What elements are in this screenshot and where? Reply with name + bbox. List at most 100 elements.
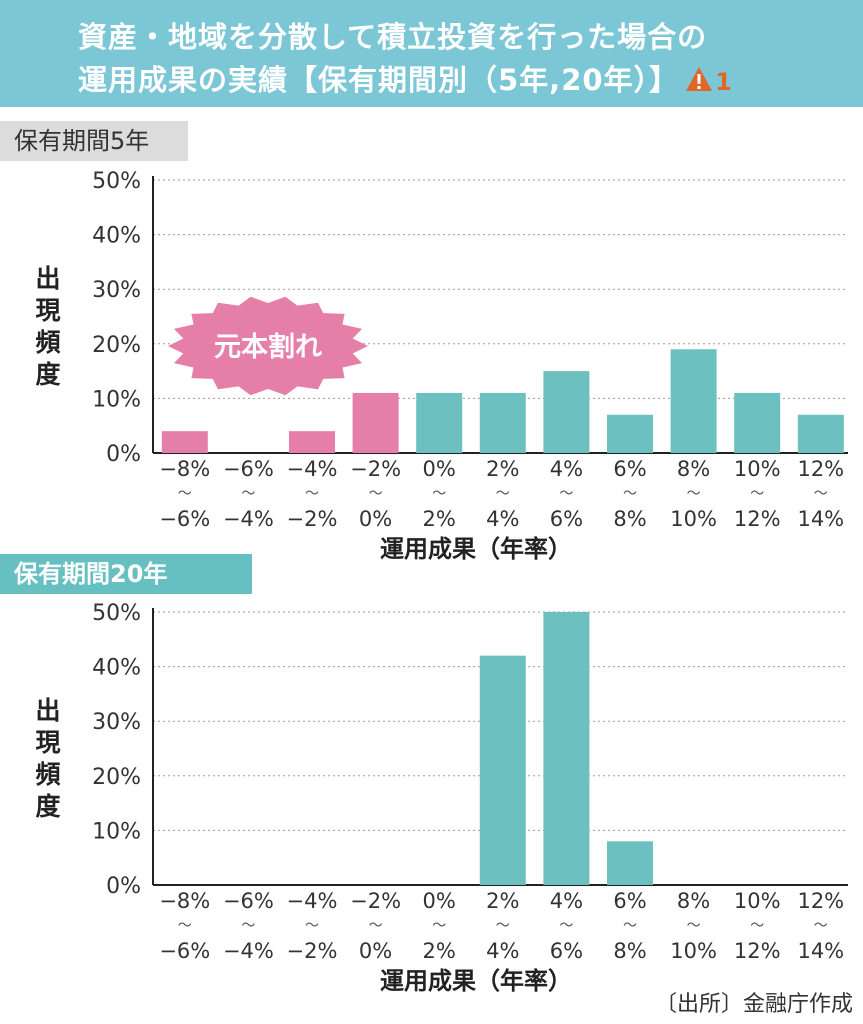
title-line-1: 資産・地域を分散して積立投資を行った場合の	[78, 20, 708, 54]
x-tick-label-top: −2%	[350, 889, 401, 913]
y-axis-label: 出現頻度	[35, 264, 60, 389]
x-tick-tilde: 〜	[241, 486, 255, 502]
x-tick-label-top: 4%	[550, 457, 583, 481]
bar-6%-to-8%	[607, 841, 653, 885]
y-tick-label: 10%	[92, 387, 141, 412]
x-axis-label: 運用成果（年率）	[380, 967, 572, 992]
bar-8%-to-10%	[670, 349, 717, 453]
bar-−2%-to-0%	[352, 392, 399, 453]
x-tick-tilde: 〜	[369, 486, 383, 502]
x-tick-tilde: 〜	[178, 918, 192, 934]
x-tick-tilde: 〜	[241, 918, 255, 934]
x-tick-tilde: 〜	[496, 918, 510, 934]
loss-burst-label: 元本割れ	[214, 331, 322, 363]
chart-5-years: 0% 10% 20% 30% 40% 50% 出現頻度 −8% 〜 −6% −6% 〜 −4% −4% 〜 −…	[35, 169, 848, 560]
x-tick-label-top: −4%	[287, 457, 338, 481]
x-tick-tilde: 〜	[814, 486, 828, 502]
x-tick-label-top: −6%	[223, 889, 274, 913]
source-note: 〔出所〕金融庁作成	[654, 992, 853, 1017]
x-tick-label-top: 8%	[677, 457, 710, 481]
x-tick-label-top: −8%	[159, 457, 210, 481]
loss-burst-shape	[168, 296, 368, 396]
x-tick-tilde: 〜	[559, 918, 573, 934]
x-tick-label-bottom: −6%	[159, 939, 210, 963]
x-tick-label-top: 6%	[613, 457, 646, 481]
bar-4%-to-6%	[543, 612, 590, 885]
x-tick-label-top: 8%	[677, 889, 710, 913]
x-tick-tilde: 〜	[369, 918, 383, 934]
y-tick-label: 50%	[92, 601, 141, 626]
x-tick-tilde: 〜	[750, 918, 764, 934]
y-tick-label: 20%	[92, 333, 141, 358]
x-tick-label-bottom: −2%	[287, 507, 338, 531]
bar-2%-to-4%	[479, 392, 526, 453]
bar-6%-to-8%	[607, 414, 653, 453]
x-tick-label-top: −6%	[223, 457, 274, 481]
x-tick-label-top: 2%	[486, 889, 519, 913]
chart-20-years: 0% 10% 20% 30% 40% 50% 出現頻度 −8% 〜 −6% −6% 〜 −4% −4% 〜 −…	[35, 601, 848, 992]
x-tick-label-top: −4%	[287, 889, 338, 913]
x-tick-label-top: 2%	[486, 457, 519, 481]
y-tick-label: 50%	[92, 169, 141, 194]
x-tick-tilde: 〜	[687, 486, 701, 502]
bar-2%-to-4%	[479, 655, 526, 885]
x-tick-tilde: 〜	[178, 486, 192, 502]
x-tick-label-bottom: 2%	[423, 939, 456, 963]
x-tick-tilde: 〜	[687, 918, 701, 934]
x-tick-tilde: 〜	[814, 918, 828, 934]
x-tick-label-bottom: 4%	[486, 939, 519, 963]
x-tick-tilde: 〜	[432, 918, 446, 934]
bar-0%-to-2%	[416, 392, 463, 453]
x-tick-label-bottom: 10%	[670, 939, 717, 963]
x-tick-label-bottom: 6%	[550, 507, 583, 531]
title-line-2-text: 運用成果の実績【保有期間別（5年,20年）】	[78, 63, 680, 97]
x-tick-label-bottom: 0%	[359, 939, 392, 963]
bar-10%-to-12%	[734, 392, 781, 453]
y-tick-label: 40%	[92, 224, 141, 249]
x-tick-tilde: 〜	[305, 918, 319, 934]
x-tick-label-bottom: 14%	[797, 939, 844, 963]
x-tick-tilde: 〜	[750, 486, 764, 502]
x-tick-label-bottom: −6%	[159, 507, 210, 531]
warning-triangle-icon	[685, 65, 713, 99]
x-tick-label-bottom: −2%	[287, 939, 338, 963]
x-tick-tilde: 〜	[623, 486, 637, 502]
warning-number: 1	[715, 68, 733, 96]
x-tick-label-top: 0%	[423, 457, 456, 481]
x-tick-label-bottom: 0%	[359, 507, 392, 531]
x-tick-label-top: 10%	[734, 457, 781, 481]
y-tick-label: 10%	[92, 819, 141, 844]
x-tick-label-top: 4%	[550, 889, 583, 913]
x-tick-label-bottom: 6%	[550, 939, 583, 963]
x-tick-label-top: −2%	[350, 457, 401, 481]
section-label-20-years: 保有期間20年	[0, 554, 252, 594]
x-tick-label-bottom: 2%	[423, 507, 456, 531]
bar-4%-to-6%	[543, 371, 590, 453]
y-axis-label: 出現頻度	[35, 696, 60, 821]
title-line-2: 運用成果の実績【保有期間別（5年,20年）】 1	[78, 57, 733, 99]
title-banner: 資産・地域を分散して積立投資を行った場合の 運用成果の実績【保有期間別（5年,2…	[0, 0, 863, 107]
y-tick-label: 30%	[92, 278, 141, 303]
x-tick-label-bottom: 12%	[734, 507, 781, 531]
x-tick-label-top: 12%	[797, 889, 844, 913]
x-tick-label-bottom: 12%	[734, 939, 781, 963]
x-tick-label-top: −8%	[159, 889, 210, 913]
x-tick-tilde: 〜	[623, 918, 637, 934]
y-tick-label: 0%	[106, 442, 141, 467]
x-tick-label-bottom: 4%	[486, 507, 519, 531]
bar-12%-to-14%	[797, 414, 844, 453]
bar-−8%-to-−6%	[161, 431, 208, 453]
x-tick-label-bottom: −4%	[223, 939, 274, 963]
x-tick-label-top: 10%	[734, 889, 781, 913]
x-tick-tilde: 〜	[559, 486, 573, 502]
x-tick-tilde: 〜	[305, 486, 319, 502]
y-tick-label: 20%	[92, 765, 141, 790]
x-tick-label-top: 0%	[423, 889, 456, 913]
x-tick-tilde: 〜	[496, 486, 510, 502]
x-tick-label-top: 6%	[613, 889, 646, 913]
y-tick-label: 0%	[106, 874, 141, 899]
x-tick-label-bottom: −4%	[223, 507, 274, 531]
section-label-5-years: 保有期間5年	[0, 121, 188, 161]
x-tick-label-bottom: 10%	[670, 507, 717, 531]
x-tick-tilde: 〜	[432, 486, 446, 502]
